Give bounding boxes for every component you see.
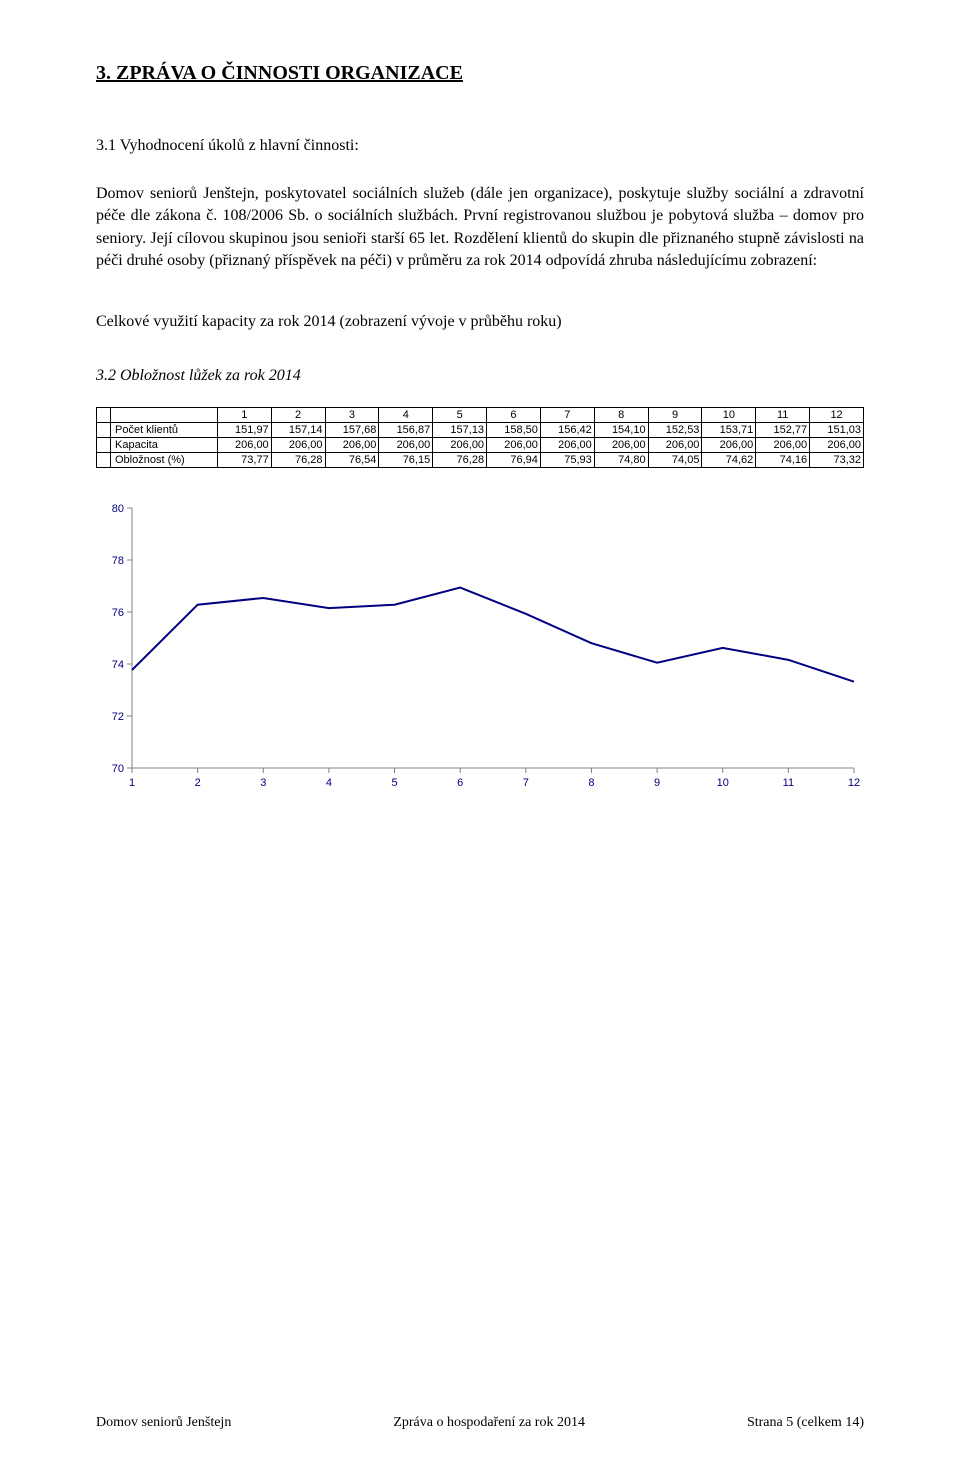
table-cell: 154,10 [594,422,648,437]
svg-text:72: 72 [112,711,124,723]
table-cell: 74,05 [648,452,702,467]
table-col-header: 5 [433,407,487,422]
table-col-header: 11 [756,407,810,422]
table-cell: 156,87 [379,422,433,437]
table-cell: 73,77 [217,452,271,467]
subheading-3-1: 3.1 Vyhodnocení úkolů z hlavní činnosti: [96,137,864,155]
occupancy-table: 123456789101112 Počet klientů151,97157,1… [96,407,864,468]
table-cell: 206,00 [433,437,487,452]
table-cell: 152,77 [756,422,810,437]
table-col-header: 4 [379,407,433,422]
table-corner [111,407,218,422]
table-cell: 76,28 [433,452,487,467]
table-cell: 206,00 [648,437,702,452]
svg-text:4: 4 [326,777,332,789]
table-col-header: 7 [540,407,594,422]
table-cell: 206,00 [702,437,756,452]
svg-text:2: 2 [195,777,201,789]
table-col-header: 3 [325,407,379,422]
table-cell: 74,62 [702,452,756,467]
table-cell: 75,93 [540,452,594,467]
table-cell: 151,97 [217,422,271,437]
table-cell: 157,68 [325,422,379,437]
svg-text:74: 74 [112,659,124,671]
table-cell: 206,00 [594,437,648,452]
subheading-3-2: 3.2 Obložnost lůžek za rok 2014 [96,367,864,385]
page-footer: Domov seniorů Jenštejn Zpráva o hospodař… [96,1415,864,1431]
table-cell: 74,80 [594,452,648,467]
table-cell: 206,00 [325,437,379,452]
table-cell: 206,00 [756,437,810,452]
main-heading: 3. ZPRÁVA O ČINNOSTI ORGANIZACE [96,62,864,85]
table-row-label: Obložnost (%) [111,452,218,467]
table-cell: 206,00 [271,437,325,452]
capacity-caption: Celkové využití kapacity za rok 2014 (zo… [96,313,864,331]
table-col-header: 1 [217,407,271,422]
svg-text:78: 78 [112,555,124,567]
table-col-header: 10 [702,407,756,422]
table-cell: 156,42 [540,422,594,437]
table-header-row: 123456789101112 [97,407,864,422]
svg-text:70: 70 [112,763,124,775]
table-cell: 73,32 [810,452,864,467]
table-lead-cell [97,437,111,452]
footer-left: Domov seniorů Jenštejn [96,1415,231,1431]
table-cell: 76,15 [379,452,433,467]
svg-text:1: 1 [129,777,135,789]
table-row: Počet klientů151,97157,14157,68156,87157… [97,422,864,437]
occupancy-chart: 707274767880123456789101112 [96,498,864,798]
table-lead-cell [97,452,111,467]
svg-text:76: 76 [112,607,124,619]
svg-text:6: 6 [457,777,463,789]
table-cell: 76,28 [271,452,325,467]
table-cell: 206,00 [540,437,594,452]
line-chart-svg: 707274767880123456789101112 [96,498,864,798]
table-col-header: 12 [810,407,864,422]
table-col-header: 6 [487,407,541,422]
table-col-header: 2 [271,407,325,422]
table-cell: 206,00 [217,437,271,452]
table-cell: 206,00 [810,437,864,452]
table-corner-lead [97,407,111,422]
table-body: Počet klientů151,97157,14157,68156,87157… [97,422,864,467]
svg-text:8: 8 [588,777,594,789]
footer-center: Zpráva o hospodaření za rok 2014 [393,1415,585,1431]
table-row-label: Kapacita [111,437,218,452]
svg-text:11: 11 [783,777,794,789]
svg-text:10: 10 [717,777,729,789]
table-col-header: 8 [594,407,648,422]
table-row: Kapacita206,00206,00206,00206,00206,0020… [97,437,864,452]
svg-text:5: 5 [391,777,397,789]
table-row: Obložnost (%)73,7776,2876,5476,1576,2876… [97,452,864,467]
table-row-label: Počet klientů [111,422,218,437]
svg-text:12: 12 [848,777,860,789]
svg-text:3: 3 [260,777,266,789]
table-col-header: 9 [648,407,702,422]
table-cell: 76,94 [487,452,541,467]
paragraph-3-1: Domov seniorů Jenštejn, poskytovatel soc… [96,183,864,273]
table-cell: 158,50 [487,422,541,437]
table-cell: 153,71 [702,422,756,437]
table-cell: 157,14 [271,422,325,437]
table-cell: 76,54 [325,452,379,467]
footer-right: Strana 5 (celkem 14) [747,1415,864,1431]
table-cell: 74,16 [756,452,810,467]
table-cell: 206,00 [379,437,433,452]
table-cell: 151,03 [810,422,864,437]
table-lead-cell [97,422,111,437]
svg-text:7: 7 [523,777,529,789]
table-cell: 206,00 [487,437,541,452]
table-cell: 157,13 [433,422,487,437]
svg-text:9: 9 [654,777,660,789]
svg-text:80: 80 [112,503,124,515]
table-cell: 152,53 [648,422,702,437]
